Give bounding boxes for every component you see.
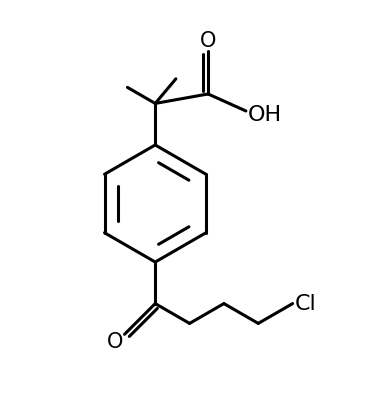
Text: Cl: Cl bbox=[295, 293, 316, 313]
Text: O: O bbox=[200, 31, 216, 51]
Text: OH: OH bbox=[248, 105, 282, 125]
Text: O: O bbox=[107, 332, 123, 352]
